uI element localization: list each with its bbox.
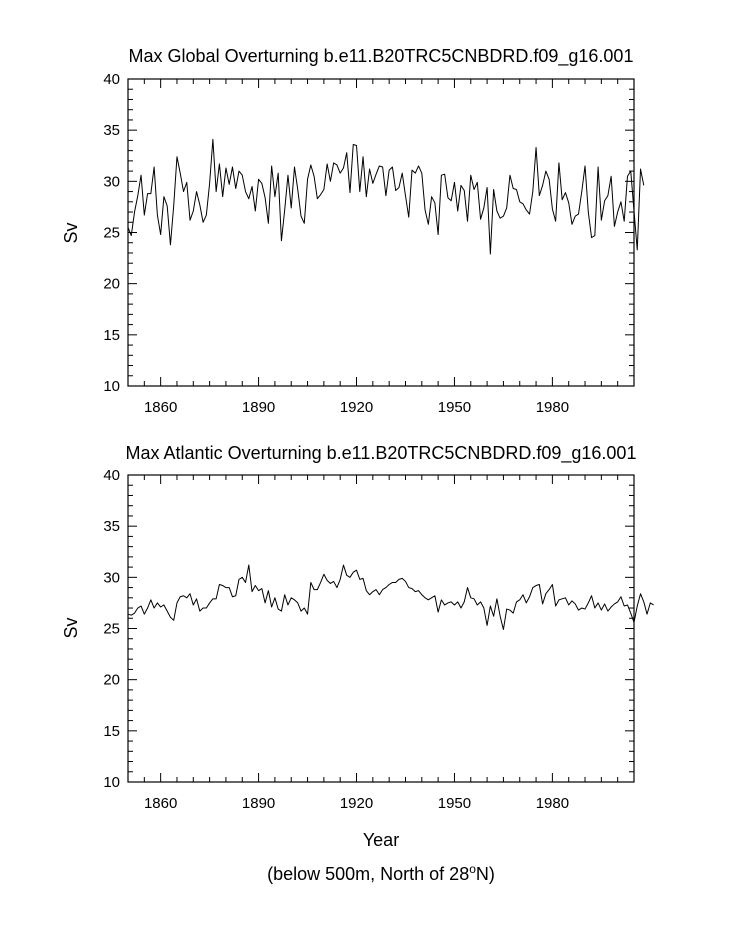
global-y-tick-label: 20 [103,276,120,293]
atlantic-plot-frame [127,474,635,783]
atlantic-x-tick-label: 1920 [340,795,373,812]
atlantic-x-tick-labels: 1860 1890 1920 1950 1980 [144,795,569,812]
atlantic-y-tick-labels: 10 15 20 25 30 35 40 [103,467,120,791]
atlantic-y-tick-label: 25 [103,621,120,638]
atlantic-y-tick-label: 40 [103,467,120,484]
global-axis-ticks [127,78,635,387]
global-x-tick-label: 1980 [536,399,569,416]
footnote-suffix: N) [476,864,495,884]
global-y-tick-labels: 10 15 20 25 30 35 40 [103,71,120,395]
atlantic-y-tick-label: 20 [103,672,120,689]
atlantic-y-tick-label: 15 [103,723,120,740]
atlantic-overturning-series-line [127,564,654,631]
atlantic-y-tick-label: 10 [103,774,120,791]
atlantic-overturning-panel: Max Atlantic Overturning b.e11.B20TRC5CN… [61,443,654,850]
global-y-tick-label: 15 [103,327,120,344]
atlantic-x-axis-label: Year [363,830,399,850]
global-y-tick-label: 10 [103,378,120,395]
global-plot-frame [127,78,635,387]
global-overturning-panel: Max Global Overturning b.e11.B20TRC5CNBD… [61,46,645,416]
global-chart-title: Max Global Overturning b.e11.B20TRC5CNBD… [129,46,634,67]
global-y-tick-label: 35 [103,122,120,139]
footnote-degree-superscript: o [469,862,476,876]
global-x-tick-label: 1860 [144,399,177,416]
global-x-tick-label: 1920 [340,399,373,416]
footnote: (below 500m, North of 28oN) [267,862,495,884]
atlantic-axis-ticks [127,474,635,783]
global-x-tick-labels: 1860 1890 1920 1950 1980 [144,399,569,416]
atlantic-y-axis-label: Sv [61,617,81,638]
atlantic-x-tick-label: 1860 [144,795,177,812]
footnote-prefix: (below 500m, North of 28 [267,864,469,884]
global-x-tick-label: 1950 [438,399,471,416]
atlantic-chart-title: Max Atlantic Overturning b.e11.B20TRC5CN… [126,443,637,464]
atlantic-x-tick-label: 1980 [536,795,569,812]
atlantic-x-tick-label: 1950 [438,795,471,812]
atlantic-y-tick-label: 30 [103,569,120,586]
global-y-axis-label: Sv [61,222,81,243]
global-y-tick-label: 40 [103,71,120,88]
atlantic-y-tick-label: 35 [103,518,120,535]
global-y-tick-label: 30 [103,173,120,190]
global-y-tick-label: 25 [103,225,120,242]
atlantic-x-tick-label: 1890 [242,795,275,812]
global-x-tick-label: 1890 [242,399,275,416]
global-overturning-series-line [127,138,645,255]
